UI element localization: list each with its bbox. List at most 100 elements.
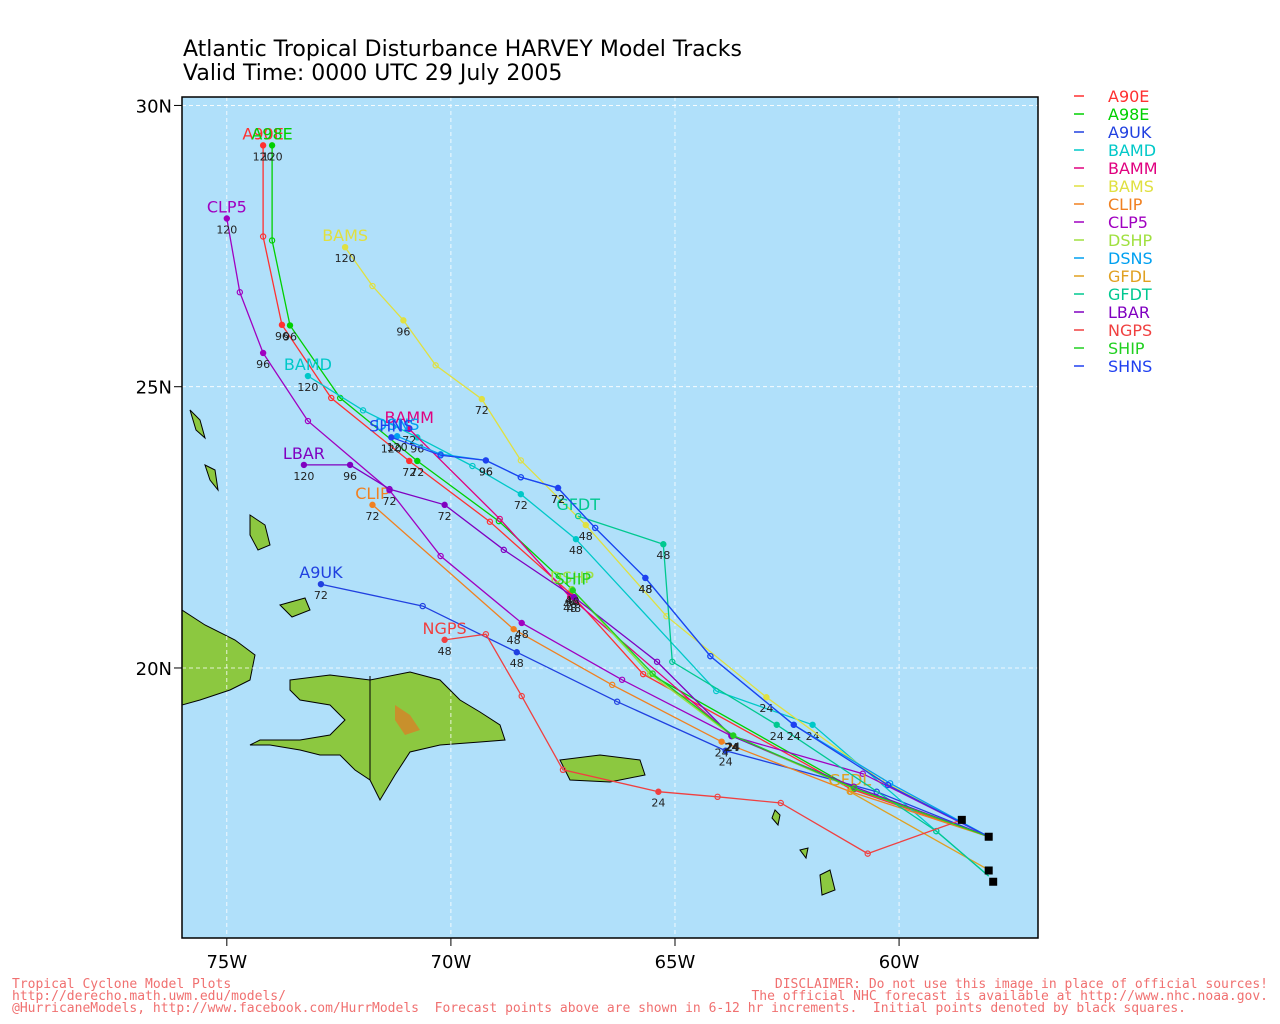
x-tick-label: 75W xyxy=(206,952,247,973)
track-point xyxy=(518,619,525,627)
track-point xyxy=(341,243,349,251)
track-point xyxy=(730,732,737,739)
track-point xyxy=(618,676,626,683)
hour-label: 72 xyxy=(365,510,379,523)
track-point xyxy=(642,574,649,582)
track-point xyxy=(278,321,286,329)
track-point xyxy=(884,781,892,789)
footer-text: DISCLAIMER: Do not use this image in pla… xyxy=(775,977,1268,992)
track-point xyxy=(790,721,797,728)
legend-label: A90E xyxy=(1108,87,1149,106)
track-point xyxy=(714,793,721,801)
track-line xyxy=(372,504,989,838)
hour-label: 120 xyxy=(387,441,408,454)
track-point xyxy=(223,215,231,222)
track-point xyxy=(864,850,871,857)
track-point xyxy=(613,698,621,705)
footer-text: The official NHC forecast is available a… xyxy=(751,989,1268,1004)
track-point xyxy=(707,652,714,660)
track-name: CLIP xyxy=(355,484,390,503)
hour-label: 120 xyxy=(253,150,274,163)
cuba xyxy=(182,609,256,706)
hour-label: 72 xyxy=(383,495,397,508)
island xyxy=(189,409,206,440)
hour-label: 48 xyxy=(638,583,652,596)
track-name: DSHP xyxy=(550,568,595,587)
legend-label: BAMS xyxy=(1108,177,1154,196)
track-point xyxy=(268,237,276,244)
track-point xyxy=(482,631,490,638)
track-point xyxy=(569,587,577,594)
hour-label: 120 xyxy=(216,224,237,237)
hour-label: 120 xyxy=(262,150,283,163)
track-point xyxy=(574,512,582,520)
footer-text: http://derecho.math.uwm.edu/models/ xyxy=(12,989,286,1004)
legend-label: A9UK xyxy=(1108,123,1152,142)
track-point xyxy=(517,490,525,498)
track-point xyxy=(369,501,376,509)
legend-label: BAMM xyxy=(1108,159,1158,178)
hour-label: 48 xyxy=(438,645,452,658)
hour-label: 72 xyxy=(438,510,452,523)
track-point xyxy=(513,649,520,656)
track-point xyxy=(259,233,267,240)
track-point xyxy=(304,372,312,380)
hour-label: 48 xyxy=(563,598,577,611)
track-point xyxy=(718,738,725,745)
track-point xyxy=(286,322,294,329)
hour-label: 48 xyxy=(510,657,524,670)
track-line xyxy=(262,145,989,838)
track-point xyxy=(432,362,439,369)
hour-label: 24 xyxy=(719,756,733,769)
track-point xyxy=(437,452,444,459)
track-name: DSNS xyxy=(375,415,420,434)
track-point xyxy=(510,625,517,633)
track-name: A98E xyxy=(251,124,292,143)
island xyxy=(249,514,271,551)
track-point xyxy=(559,766,567,774)
mountains xyxy=(395,705,420,735)
track-point xyxy=(259,349,267,357)
track-name: BAMS xyxy=(322,226,368,245)
initial-point xyxy=(984,866,993,875)
track-point xyxy=(669,658,676,665)
x-tick-label: 70W xyxy=(431,952,472,973)
track-point xyxy=(437,552,444,560)
hour-label: 24 xyxy=(715,747,729,760)
hour-label: 48 xyxy=(507,634,521,647)
initial-point xyxy=(957,815,966,824)
legend-label: DSNS xyxy=(1108,249,1153,268)
track-point xyxy=(500,546,507,554)
track-point xyxy=(386,485,393,493)
hour-label: 72 xyxy=(410,466,424,479)
track-point xyxy=(777,799,784,807)
legend-label: DSHP xyxy=(1108,231,1153,250)
track-point xyxy=(300,461,308,469)
track-point xyxy=(846,788,853,795)
track-point xyxy=(469,462,476,470)
legend-label: A98E xyxy=(1108,105,1149,124)
track-point xyxy=(482,457,490,464)
track-point xyxy=(328,394,335,402)
track-point xyxy=(649,670,656,677)
hour-label: 48 xyxy=(656,549,670,562)
track-point xyxy=(639,670,647,678)
track-name: SHNS xyxy=(369,416,413,435)
hour-label: 96 xyxy=(343,470,357,483)
track-point xyxy=(518,692,525,700)
y-tick-label: 20N xyxy=(136,659,172,680)
island xyxy=(771,809,781,827)
hour-label: 120 xyxy=(293,470,314,483)
footer-text: @HurricaneModels, http://www.facebook.co… xyxy=(12,1001,1186,1016)
legend-label: CLP5 xyxy=(1108,213,1148,232)
track-point xyxy=(478,395,486,403)
track-name: BAMD xyxy=(284,355,332,374)
track-point xyxy=(572,535,580,543)
hour-label: 120 xyxy=(335,252,356,265)
legend-label: GFDT xyxy=(1108,285,1152,304)
track-line xyxy=(226,218,989,838)
track-point xyxy=(592,524,599,532)
track-point xyxy=(609,681,616,689)
hour-label: 24 xyxy=(724,741,738,754)
